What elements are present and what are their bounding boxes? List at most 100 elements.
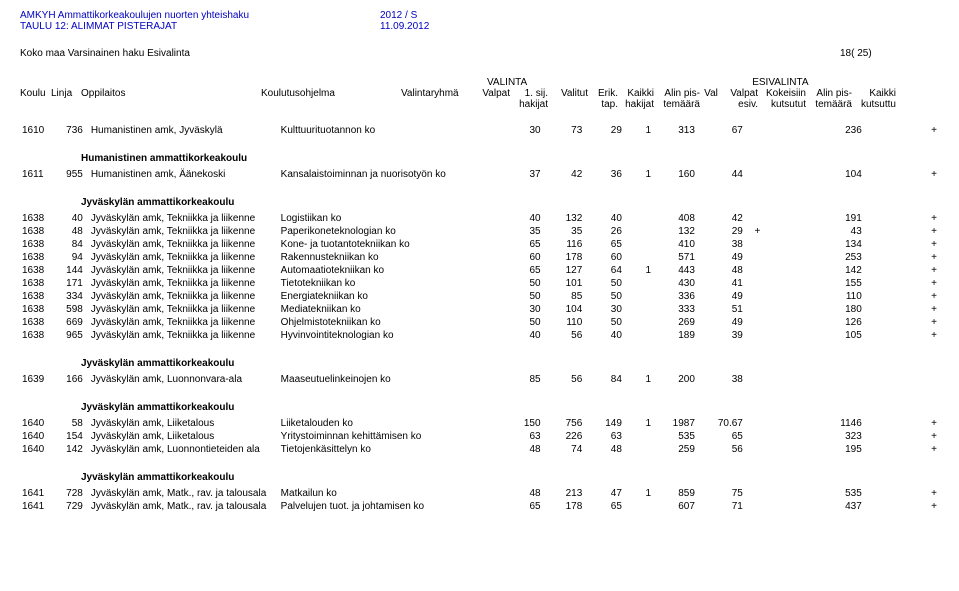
cell-alin1: 70.67 — [697, 417, 745, 430]
cell-alin2 — [864, 212, 912, 225]
cell-kokeisiin: 105 — [812, 329, 864, 342]
cell-linja: 955 — [53, 168, 88, 181]
block-title: Jyväskylän ammattikorkeakoulu — [81, 197, 939, 208]
cell-alin1: 39 — [697, 329, 745, 342]
cell-erik: 1 — [624, 487, 653, 500]
cell-kokeisiin: 142 — [812, 264, 864, 277]
cell-koulu: 1641 — [20, 500, 53, 513]
cell-valpat: 35 — [497, 225, 543, 238]
table-row: 1638669Jyväskylän amk, Tekniikka ja liik… — [20, 316, 939, 329]
cell-ohjelma: Paperikoneteknologian ko — [279, 225, 497, 238]
cell-ohjelma: Matkailun ko — [279, 487, 497, 500]
cell-alin2 — [864, 316, 912, 329]
cell-valpat: 63 — [497, 430, 543, 443]
cell-kaikki: 571 — [653, 251, 697, 264]
cell-1sij: 42 — [543, 168, 585, 181]
cell-valitut: 47 — [584, 487, 624, 500]
cell-kaikki: 607 — [653, 500, 697, 513]
cell-koulu: 1638 — [20, 238, 53, 251]
table-row: 163894Jyväskylän amk, Tekniikka ja liike… — [20, 251, 939, 264]
table-row: 164058Jyväskylän amk, LiiketalousLiiketa… — [20, 417, 939, 430]
col-valitut: Valitut — [548, 88, 588, 99]
data-table: 1641728Jyväskylän amk, Matk., rav. ja ta… — [20, 487, 939, 513]
cell-oppilaitos: Jyväskylän amk, Liiketalous — [89, 417, 279, 430]
cell-val — [745, 277, 770, 290]
cell-val — [745, 168, 770, 181]
cell-erik — [624, 251, 653, 264]
cell-alin2 — [864, 373, 912, 386]
cell-valpat: 48 — [497, 443, 543, 456]
cell-valpat: 85 — [497, 373, 543, 386]
cell-1sij: 85 — [543, 290, 585, 303]
cell-valitut: 30 — [584, 303, 624, 316]
cell-oppilaitos: Jyväskylän amk, Tekniikka ja liikenne — [89, 212, 279, 225]
cell-valpat2 — [770, 225, 812, 238]
cell-erik — [624, 303, 653, 316]
cell-koulu: 1638 — [20, 316, 53, 329]
cell-linja: 40 — [53, 212, 88, 225]
cell-kokeisiin: 535 — [812, 487, 864, 500]
cell-kaikki: 408 — [653, 212, 697, 225]
cell-alin2 — [864, 487, 912, 500]
cell-ohjelma: Kulttuurituotannon ko — [279, 124, 497, 137]
table-row: 1611955Humanistinen amk, ÄänekoskiKansal… — [20, 168, 939, 181]
cell-alin2 — [864, 417, 912, 430]
cell-valitut: 65 — [584, 500, 624, 513]
cell-ohjelma: Tietojenkäsittelyn ko — [279, 443, 497, 456]
cell-linja: 669 — [53, 316, 88, 329]
cell-koulu: 1638 — [20, 251, 53, 264]
cell-plus: + — [912, 238, 939, 251]
cell-koulu: 1638 — [20, 290, 53, 303]
sub-kutsutut: kutsutut — [758, 99, 806, 110]
cell-valpat: 50 — [497, 290, 543, 303]
block-title: Humanistinen ammattikorkeakoulu — [81, 153, 939, 164]
cell-valpat: 65 — [497, 264, 543, 277]
cell-valitut: 65 — [584, 238, 624, 251]
column-subheader-row: hakijat tap. hakijat temäärä esiv. kutsu… — [20, 99, 939, 110]
col-1sij: 1. sij. — [510, 88, 548, 99]
cell-val — [745, 290, 770, 303]
cell-1sij: 226 — [543, 430, 585, 443]
cell-val — [745, 329, 770, 342]
cell-kokeisiin: 110 — [812, 290, 864, 303]
cell-alin2 — [864, 329, 912, 342]
cell-koulu: 1640 — [20, 417, 53, 430]
cell-erik — [624, 238, 653, 251]
cell-alin2 — [864, 225, 912, 238]
cell-1sij: 127 — [543, 264, 585, 277]
cell-oppilaitos: Jyväskylän amk, Luonnonvara-ala — [89, 373, 279, 386]
cell-ohjelma: Palvelujen tuot. ja johtamisen ko — [279, 500, 497, 513]
cell-kaikki: 336 — [653, 290, 697, 303]
cell-alin1: 42 — [697, 212, 745, 225]
table-row: 1638598Jyväskylän amk, Tekniikka ja liik… — [20, 303, 939, 316]
esivalinta-heading: ESIVALINTA — [752, 77, 808, 88]
cell-valitut: 50 — [584, 290, 624, 303]
cell-valitut: 40 — [584, 212, 624, 225]
cell-valpat2 — [770, 290, 812, 303]
cell-kokeisiin: 437 — [812, 500, 864, 513]
block-title: Jyväskylän ammattikorkeakoulu — [81, 402, 939, 413]
cell-erik: 1 — [624, 124, 653, 137]
data-table: 1611955Humanistinen amk, ÄänekoskiKansal… — [20, 168, 939, 181]
cell-valitut: 50 — [584, 277, 624, 290]
col-valintaryhma: Valintaryhmä — [401, 88, 474, 99]
col-koulutusohjelma: Koulutusohjelma — [261, 88, 401, 99]
cell-oppilaitos: Jyväskylän amk, Tekniikka ja liikenne — [89, 329, 279, 342]
cell-ohjelma: Hyvinvointiteknologian ko — [279, 329, 497, 342]
cell-alin1: 41 — [697, 277, 745, 290]
cell-valpat2 — [770, 212, 812, 225]
cell-valitut: 40 — [584, 329, 624, 342]
cell-koulu: 1639 — [20, 373, 53, 386]
col-koulu: Koulu — [20, 88, 51, 99]
cell-kokeisiin: 180 — [812, 303, 864, 316]
cell-valitut: 63 — [584, 430, 624, 443]
scope-line: Koko maa Varsinainen haku Esivalinta — [20, 48, 380, 59]
report-period: 2012 / S — [380, 10, 417, 21]
table-row: 1640154Jyväskylän amk, LiiketalousYritys… — [20, 430, 939, 443]
cell-1sij: 74 — [543, 443, 585, 456]
cell-alin2 — [864, 443, 912, 456]
cell-kaikki: 333 — [653, 303, 697, 316]
cell-valitut: 149 — [584, 417, 624, 430]
cell-ohjelma: Automaatiotekniikan ko — [279, 264, 497, 277]
cell-1sij: 178 — [543, 500, 585, 513]
